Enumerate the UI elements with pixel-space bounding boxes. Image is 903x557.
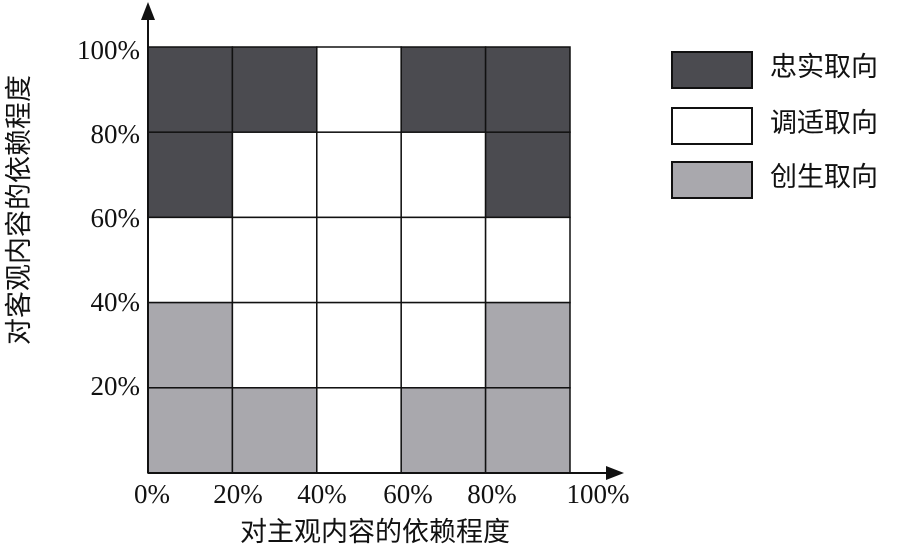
grid-cell xyxy=(400,387,487,474)
legend-swatch xyxy=(671,51,753,89)
grid-cell xyxy=(316,131,402,219)
grid-cell xyxy=(231,301,318,389)
y-arrow xyxy=(141,2,155,20)
grid-cell xyxy=(484,387,571,474)
x-axis-title: 对主观内容的依赖程度 xyxy=(240,517,510,547)
grid-cell xyxy=(147,301,234,389)
grid-cell xyxy=(316,46,402,133)
x-tick-label: 80% xyxy=(467,479,517,509)
y-tick-label: 100% xyxy=(77,35,140,65)
y-tick-label: 40% xyxy=(91,287,141,317)
grid-cell xyxy=(484,46,571,133)
x-tick-label: 40% xyxy=(297,479,347,509)
legend-swatch xyxy=(671,107,753,145)
x-tick-label: 20% xyxy=(213,479,263,509)
x-arrow xyxy=(606,466,624,480)
grid xyxy=(147,46,571,474)
grid-cell xyxy=(231,46,318,133)
x-tick-label: 60% xyxy=(383,479,433,509)
y-tick-label: 60% xyxy=(91,203,141,233)
grid-cell xyxy=(400,131,487,219)
legend-label: 忠实取向 xyxy=(770,52,878,82)
grid-cell xyxy=(400,301,487,389)
grid-cell xyxy=(231,216,318,304)
grid-cell xyxy=(231,131,318,219)
y-tick-label: 80% xyxy=(91,119,141,149)
legend-label: 创生取向 xyxy=(770,162,878,192)
y-axis-title: 对客观内容的依赖程度 xyxy=(4,75,34,345)
grid-cell xyxy=(400,216,487,304)
x-tick-label: 100% xyxy=(567,479,630,509)
grid-cell xyxy=(316,301,402,389)
grid-cell xyxy=(147,216,234,304)
y-tick-label: 20% xyxy=(91,371,141,401)
legend-swatch xyxy=(671,161,753,199)
grid-cell xyxy=(484,131,571,219)
grid-cell xyxy=(147,131,234,219)
grid-cell xyxy=(484,301,571,389)
grid-cell xyxy=(484,216,571,304)
grid-cell xyxy=(147,46,234,133)
legend-label: 调适取向 xyxy=(770,108,878,138)
grid-cell xyxy=(400,46,487,133)
grid-cell xyxy=(147,387,234,474)
grid-cell xyxy=(316,216,402,304)
x-tick-label: 0% xyxy=(134,479,170,509)
grid-cell xyxy=(231,387,318,474)
grid-cell xyxy=(316,387,402,474)
